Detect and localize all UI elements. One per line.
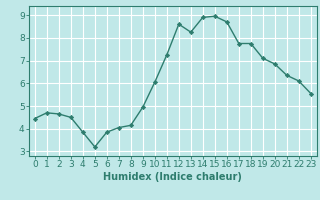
X-axis label: Humidex (Indice chaleur): Humidex (Indice chaleur) (103, 172, 242, 182)
